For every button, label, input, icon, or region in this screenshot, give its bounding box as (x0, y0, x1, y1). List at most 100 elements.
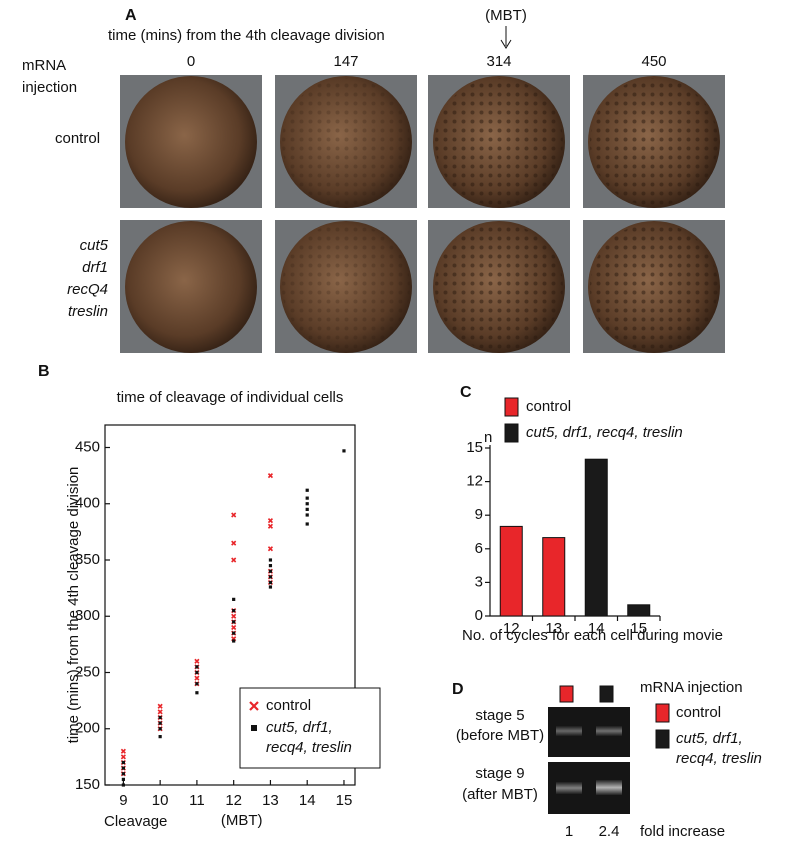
legend-marker (249, 701, 259, 711)
point (194, 658, 200, 664)
y-tick-label: 450 (75, 438, 100, 455)
legend-box (239, 687, 381, 769)
stage-label: (after MBT) (462, 786, 538, 803)
legend-label: cut5, drf1, recq4, treslin (526, 424, 683, 441)
point (121, 772, 125, 776)
point (195, 665, 199, 669)
point (305, 502, 309, 506)
point (267, 518, 274, 524)
row-label: cut5 (80, 237, 109, 254)
x-tick-label: 11 (189, 792, 205, 809)
stage-label: stage 5 (475, 707, 524, 724)
embryo (125, 76, 257, 208)
legend-label: control (266, 697, 311, 714)
y-tick-label: 9 (475, 506, 483, 523)
y-tick-label: 0 (475, 607, 483, 624)
time-label: 314 (486, 53, 511, 70)
point (305, 496, 309, 500)
panel-label: D (452, 681, 464, 698)
y-tick-label: 300 (75, 607, 100, 624)
point (305, 522, 309, 526)
x-tick-label: 14 (588, 620, 605, 637)
x-tick-label: 10 (152, 792, 169, 809)
embryo-cells (435, 223, 563, 351)
point (231, 540, 237, 546)
x-axis-label: Cleavage (104, 813, 167, 830)
point (231, 557, 237, 563)
chart-title: time of cleavage of individual cells (117, 389, 344, 406)
fold-label: fold increase (640, 823, 725, 840)
row-label: control (55, 130, 100, 147)
point (195, 682, 199, 686)
legend-label: control (526, 398, 571, 415)
embryo (125, 221, 257, 353)
point (121, 760, 125, 765)
point (231, 512, 237, 518)
point (120, 748, 126, 754)
point (267, 473, 274, 479)
embryo-cells (282, 78, 410, 206)
y-tick-label: 200 (75, 720, 100, 737)
gel-band (556, 782, 582, 794)
point (232, 609, 236, 613)
x-annotation: (MBT) (221, 812, 263, 829)
y-tick-label: 150 (75, 776, 100, 793)
point (232, 620, 236, 624)
point (231, 624, 237, 631)
point (157, 709, 163, 715)
lane-marker (559, 685, 574, 703)
y-tick-label: 250 (75, 663, 100, 680)
legend-label: control (676, 704, 721, 721)
point (194, 675, 200, 681)
point (268, 580, 273, 585)
x-tick-label: 12 (225, 792, 242, 809)
x-tick-label: 9 (119, 792, 127, 809)
embryo-photos: 0 147 314 450 (120, 53, 725, 353)
point (232, 639, 236, 643)
row-heading: injection (22, 79, 77, 96)
y-axis-label: time (mins) from the 4th cleavage divisi… (65, 467, 82, 744)
scatter-plot: 150 200 250 300 350 400 450 9 10 11 12 13 14 15 (MBT) c… (75, 424, 381, 829)
y-tick-label: 400 (75, 495, 100, 512)
point (121, 777, 125, 781)
point (158, 715, 162, 720)
x-tick-label: 14 (299, 792, 316, 809)
legend-swatch (655, 703, 670, 723)
point (120, 754, 126, 760)
point (195, 691, 199, 695)
time-label: 147 (333, 53, 358, 70)
x-tick-label: 15 (630, 620, 647, 637)
point (121, 783, 125, 787)
x-tick-label: 12 (503, 620, 520, 637)
bar (499, 525, 523, 617)
point (268, 585, 273, 589)
panel-label: C (460, 384, 472, 401)
legend-label: cut5, drf1, recq4, treslin (676, 730, 762, 767)
x-tick-label: 15 (336, 792, 353, 809)
mbt-label: (MBT) (485, 7, 527, 24)
x-axis-label: No. of cycles for each cell during movie (462, 627, 723, 644)
legend-swatch (504, 397, 519, 417)
point (305, 513, 309, 517)
point (268, 569, 273, 573)
x-tick-label: 13 (545, 620, 562, 637)
point (267, 523, 274, 529)
row-label: recQ4 (67, 281, 108, 298)
point (268, 575, 273, 579)
embryo-cells (590, 223, 718, 351)
y-tick-label: 15 (466, 439, 483, 456)
y-tick-label: 6 (475, 540, 483, 557)
point (232, 631, 236, 635)
point (158, 735, 162, 739)
panel-label: A (125, 7, 137, 24)
y-tick-label: 3 (475, 573, 483, 590)
bar (542, 537, 566, 617)
legend-label: cut5, drf1, recq4, treslin (266, 719, 352, 756)
gel-band (596, 726, 622, 736)
embryo-cells (282, 223, 410, 351)
row-heading: mRNA (22, 57, 66, 74)
point (267, 546, 274, 552)
point (305, 507, 309, 511)
mbt-arrow-head (500, 39, 512, 49)
point (231, 613, 237, 619)
